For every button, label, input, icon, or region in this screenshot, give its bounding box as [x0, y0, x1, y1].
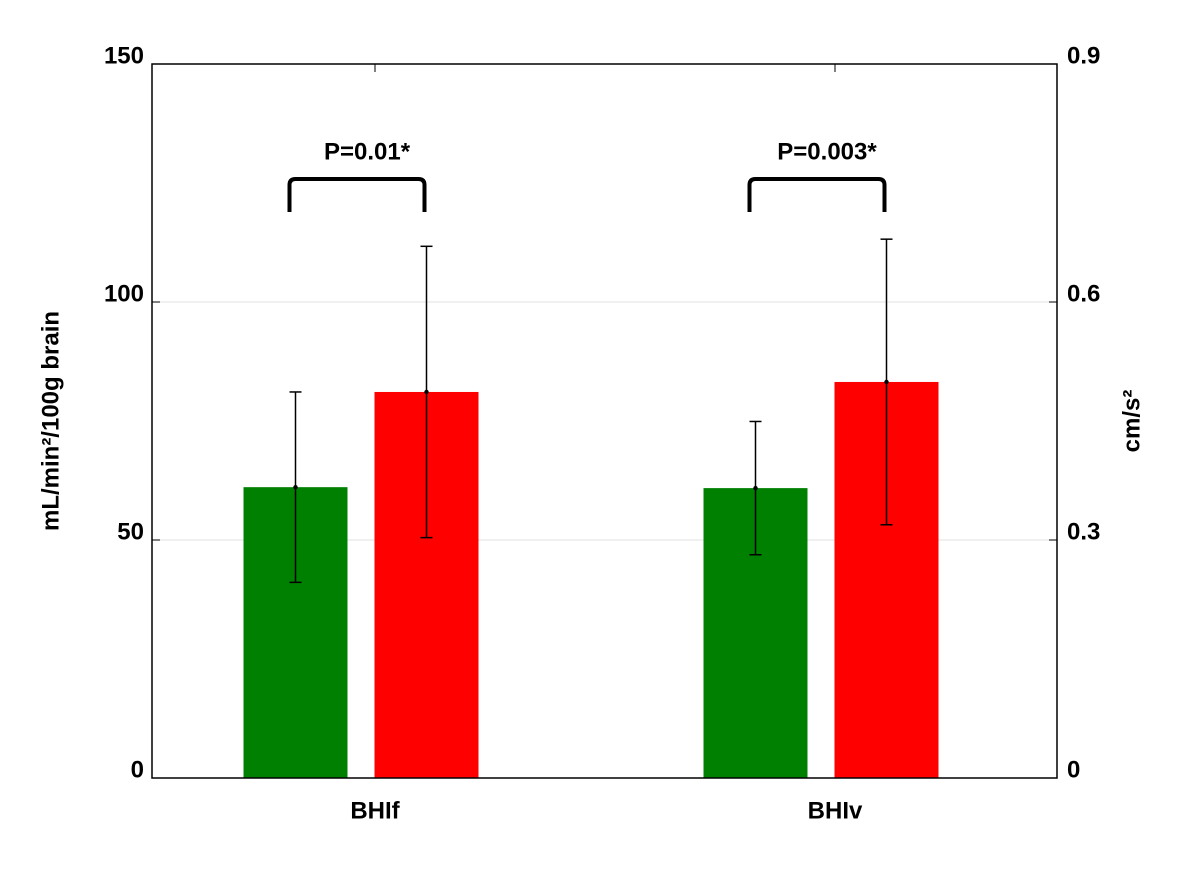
- significance-bracket: [747, 177, 887, 212]
- error-bar: [289, 391, 302, 584]
- y2-tick-label: 0.3: [1067, 518, 1100, 545]
- error-bar: [420, 245, 433, 539]
- y2-tick-label: 0.9: [1067, 42, 1100, 69]
- error-bar: [749, 420, 762, 556]
- error-bar: [880, 238, 893, 526]
- x-tick-label: BHIf: [350, 797, 400, 824]
- significance-bracket: [287, 177, 427, 212]
- y-tick-label: 50: [117, 518, 144, 545]
- annotation: P=0.003*: [777, 138, 877, 165]
- y2-tick-label: 0: [1067, 756, 1080, 783]
- annotation: P=0.01*: [324, 138, 411, 165]
- y2-tick-label: 0.6: [1067, 280, 1100, 307]
- plot-frame: [151, 63, 1058, 779]
- y-tick-label: 100: [104, 280, 144, 307]
- y2-axis-label: cm/s²: [1118, 390, 1145, 453]
- y-tick-label: 150: [104, 42, 144, 69]
- x-tick-label: BHIv: [808, 797, 863, 824]
- y-tick-label: 0: [131, 756, 144, 783]
- y-axis-label: mL/min²/100g brain: [37, 311, 64, 531]
